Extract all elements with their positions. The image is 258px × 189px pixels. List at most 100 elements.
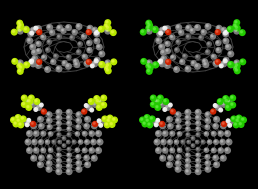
Circle shape bbox=[186, 147, 190, 151]
Circle shape bbox=[98, 99, 103, 104]
Circle shape bbox=[59, 141, 60, 142]
Circle shape bbox=[142, 59, 144, 62]
Circle shape bbox=[74, 60, 76, 62]
Circle shape bbox=[163, 99, 168, 104]
Circle shape bbox=[231, 96, 233, 98]
Circle shape bbox=[159, 27, 165, 33]
Circle shape bbox=[241, 118, 244, 120]
Circle shape bbox=[57, 127, 61, 131]
Circle shape bbox=[204, 132, 208, 136]
Circle shape bbox=[143, 122, 145, 124]
Circle shape bbox=[218, 131, 223, 136]
Circle shape bbox=[237, 116, 239, 118]
Circle shape bbox=[229, 62, 231, 65]
Circle shape bbox=[68, 127, 69, 129]
Circle shape bbox=[41, 148, 46, 153]
Circle shape bbox=[219, 108, 222, 112]
Circle shape bbox=[47, 25, 52, 30]
Circle shape bbox=[202, 141, 203, 142]
Circle shape bbox=[159, 31, 163, 35]
Circle shape bbox=[141, 59, 147, 64]
Circle shape bbox=[108, 116, 110, 118]
Circle shape bbox=[23, 62, 29, 68]
Circle shape bbox=[192, 144, 193, 146]
Circle shape bbox=[18, 28, 23, 34]
Circle shape bbox=[21, 102, 27, 107]
Circle shape bbox=[190, 28, 195, 33]
Circle shape bbox=[165, 26, 170, 31]
Circle shape bbox=[57, 164, 59, 167]
Circle shape bbox=[112, 117, 117, 123]
Circle shape bbox=[29, 61, 31, 62]
Circle shape bbox=[235, 64, 238, 66]
Circle shape bbox=[86, 117, 88, 120]
Circle shape bbox=[146, 63, 151, 69]
Circle shape bbox=[166, 42, 168, 44]
Circle shape bbox=[147, 29, 150, 31]
Circle shape bbox=[147, 122, 152, 128]
Circle shape bbox=[106, 69, 109, 71]
Circle shape bbox=[221, 102, 227, 107]
Circle shape bbox=[67, 140, 70, 144]
Circle shape bbox=[186, 122, 188, 123]
Circle shape bbox=[107, 115, 113, 121]
Circle shape bbox=[66, 169, 72, 174]
Circle shape bbox=[222, 103, 224, 105]
Circle shape bbox=[109, 122, 115, 127]
Circle shape bbox=[171, 110, 173, 112]
Circle shape bbox=[186, 159, 188, 161]
Circle shape bbox=[95, 30, 99, 34]
Circle shape bbox=[100, 124, 101, 125]
Circle shape bbox=[83, 149, 85, 151]
Circle shape bbox=[168, 155, 173, 160]
Circle shape bbox=[145, 115, 147, 118]
Circle shape bbox=[160, 103, 162, 105]
Circle shape bbox=[225, 149, 228, 151]
Circle shape bbox=[63, 61, 65, 64]
Circle shape bbox=[147, 21, 149, 23]
Circle shape bbox=[196, 115, 201, 120]
Circle shape bbox=[77, 167, 79, 170]
Circle shape bbox=[164, 27, 165, 28]
Circle shape bbox=[205, 155, 210, 159]
Circle shape bbox=[57, 153, 61, 157]
Circle shape bbox=[154, 63, 156, 65]
Circle shape bbox=[47, 161, 52, 166]
Circle shape bbox=[238, 119, 240, 121]
Circle shape bbox=[27, 148, 32, 153]
Circle shape bbox=[82, 54, 87, 59]
Circle shape bbox=[47, 118, 52, 123]
Circle shape bbox=[47, 125, 52, 129]
Circle shape bbox=[196, 164, 198, 167]
Circle shape bbox=[77, 161, 79, 163]
Circle shape bbox=[185, 164, 190, 169]
Circle shape bbox=[147, 26, 149, 28]
Circle shape bbox=[211, 54, 216, 59]
Circle shape bbox=[62, 29, 64, 31]
Circle shape bbox=[52, 140, 56, 144]
Circle shape bbox=[68, 148, 69, 149]
Circle shape bbox=[180, 59, 185, 64]
Circle shape bbox=[31, 28, 34, 30]
Circle shape bbox=[163, 131, 168, 136]
Circle shape bbox=[220, 65, 221, 66]
Circle shape bbox=[85, 117, 90, 122]
Circle shape bbox=[153, 27, 156, 29]
Circle shape bbox=[165, 64, 168, 66]
Circle shape bbox=[221, 61, 227, 67]
Circle shape bbox=[177, 25, 179, 28]
Circle shape bbox=[196, 55, 200, 59]
Circle shape bbox=[214, 117, 219, 122]
Circle shape bbox=[147, 64, 149, 66]
Circle shape bbox=[91, 64, 94, 68]
Circle shape bbox=[93, 122, 95, 124]
Circle shape bbox=[187, 140, 190, 144]
Circle shape bbox=[187, 133, 188, 135]
Circle shape bbox=[85, 62, 87, 64]
Circle shape bbox=[146, 119, 148, 121]
Circle shape bbox=[228, 62, 233, 68]
Circle shape bbox=[158, 32, 160, 34]
Circle shape bbox=[68, 159, 69, 161]
Circle shape bbox=[221, 155, 226, 161]
Circle shape bbox=[148, 24, 150, 26]
